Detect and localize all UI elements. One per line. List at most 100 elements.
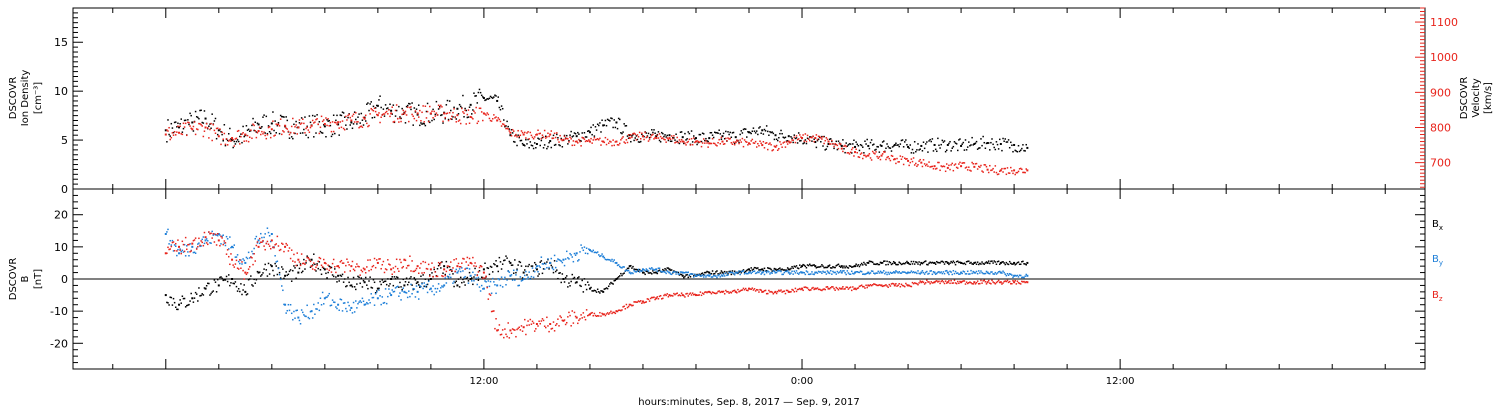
bx-point [920, 261, 923, 264]
density-point [929, 138, 931, 141]
bz-point [193, 239, 196, 241]
density-point [704, 139, 706, 142]
density-point [592, 124, 595, 126]
velocity-point [801, 137, 804, 140]
by-point [310, 310, 313, 313]
density-point [484, 99, 486, 102]
bx-point [883, 260, 885, 262]
bx-point [969, 262, 971, 264]
by-point [194, 252, 197, 254]
by-point [516, 269, 518, 272]
by-point [401, 290, 403, 292]
velocity-point [447, 119, 450, 122]
velocity-point [834, 143, 836, 145]
by-point [442, 286, 444, 288]
bz-point [381, 263, 384, 266]
velocity-point [805, 140, 808, 143]
bz-point [1022, 281, 1024, 283]
bx-point [425, 286, 428, 288]
velocity-point [653, 138, 655, 140]
velocity-point [630, 134, 632, 136]
bz-point [424, 261, 427, 264]
bx-point [305, 262, 307, 264]
density-point [651, 129, 653, 131]
by-point [334, 301, 336, 304]
bz-point [995, 281, 998, 284]
density-point [913, 141, 916, 143]
velocity-point [670, 135, 673, 137]
velocity-point [226, 144, 229, 146]
velocity-point [986, 168, 989, 171]
by-point [730, 271, 733, 274]
bx-point [906, 260, 908, 263]
by-point [456, 271, 459, 274]
density-point [887, 145, 889, 148]
bz-point [802, 289, 804, 292]
velocity-point [838, 143, 841, 145]
by-point [189, 243, 191, 245]
density-point [827, 142, 830, 145]
density-point [637, 141, 640, 143]
bz-point [923, 283, 926, 285]
bz-point [746, 289, 748, 292]
velocity-point [641, 135, 644, 138]
by-point [822, 270, 824, 273]
bz-point [329, 267, 332, 269]
velocity-point [275, 123, 277, 125]
by-point [674, 270, 676, 273]
bz-point [258, 237, 261, 240]
by-point [896, 271, 898, 273]
density-ylabel-unit: [cm⁻³] [33, 82, 44, 114]
density-point [668, 134, 671, 137]
density-point [828, 138, 831, 141]
bz-point [467, 264, 470, 266]
bx-point [195, 293, 198, 295]
by-point [222, 234, 224, 236]
bz-point [188, 243, 190, 246]
density-point [634, 137, 636, 139]
velocity-point [184, 122, 187, 125]
density-point [421, 123, 423, 125]
density-point [522, 143, 525, 146]
bx-point [613, 279, 615, 282]
bx-point [675, 271, 677, 273]
bz-point [632, 304, 634, 307]
density-point [975, 140, 978, 143]
bz-point [599, 311, 601, 314]
bx-point [478, 270, 481, 272]
velocity-point [457, 120, 460, 122]
bz-point [821, 289, 823, 292]
by-point [211, 230, 213, 233]
density-point [346, 128, 348, 130]
by-point [558, 258, 560, 261]
bx-point [314, 263, 316, 266]
velocity-point [261, 130, 263, 133]
bz-point [934, 280, 937, 283]
by-point [306, 304, 308, 307]
bx-point [596, 288, 599, 291]
bx-point [561, 273, 564, 275]
velocity-point [784, 146, 787, 148]
velocity-point [310, 124, 313, 127]
velocity-point [166, 129, 168, 131]
velocity-point [432, 116, 434, 119]
by-point [606, 258, 609, 261]
by-point [768, 271, 770, 273]
density-point [204, 117, 207, 120]
velocity-point [314, 121, 316, 123]
bz-point [283, 250, 285, 253]
bz-point [220, 235, 222, 238]
density-point [993, 146, 995, 149]
density-point [224, 144, 227, 147]
by-point [848, 273, 851, 275]
bx-point [668, 268, 671, 271]
by-point [453, 280, 455, 283]
density-point [662, 132, 664, 135]
bz-point [804, 286, 807, 288]
bz-point [497, 329, 500, 331]
velocity-point [995, 171, 998, 174]
density-point [760, 132, 762, 134]
by-point [720, 274, 723, 276]
density-point [313, 136, 315, 138]
bottom-panel-points [164, 227, 1029, 339]
